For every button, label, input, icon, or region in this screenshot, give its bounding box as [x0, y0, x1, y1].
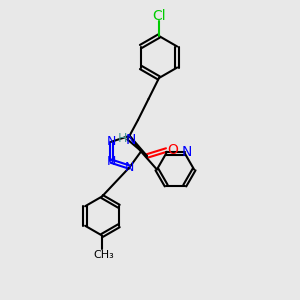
Text: H: H [117, 131, 127, 145]
Text: N: N [182, 145, 192, 159]
Text: N: N [125, 133, 136, 146]
Text: N: N [106, 155, 116, 168]
Text: N: N [106, 135, 116, 148]
Text: CH₃: CH₃ [93, 250, 114, 260]
Text: Cl: Cl [152, 10, 166, 23]
Text: O: O [167, 143, 178, 157]
Text: N: N [125, 161, 134, 174]
